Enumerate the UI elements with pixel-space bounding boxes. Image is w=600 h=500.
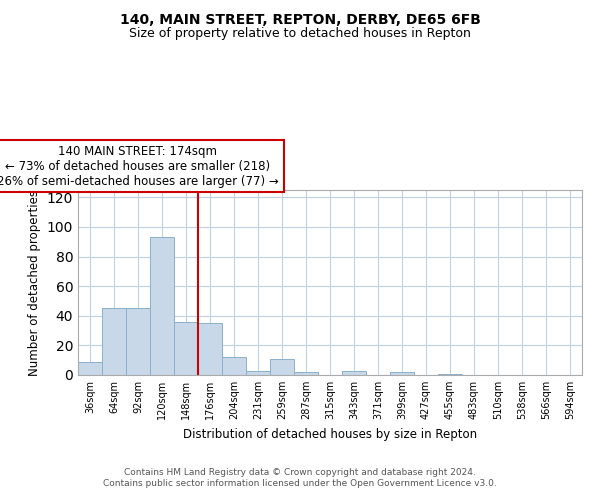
Bar — [270, 358, 294, 375]
Bar — [438, 374, 462, 375]
X-axis label: Distribution of detached houses by size in Repton: Distribution of detached houses by size … — [183, 428, 477, 440]
Bar — [222, 357, 246, 375]
Bar — [294, 372, 318, 375]
Text: 140, MAIN STREET, REPTON, DERBY, DE65 6FB: 140, MAIN STREET, REPTON, DERBY, DE65 6F… — [119, 12, 481, 26]
Bar — [126, 308, 150, 375]
Text: Size of property relative to detached houses in Repton: Size of property relative to detached ho… — [129, 28, 471, 40]
Bar — [342, 370, 366, 375]
Bar — [78, 362, 102, 375]
Bar — [198, 323, 222, 375]
Bar — [390, 372, 414, 375]
Bar — [246, 370, 270, 375]
Text: 140 MAIN STREET: 174sqm
← 73% of detached houses are smaller (218)
26% of semi-d: 140 MAIN STREET: 174sqm ← 73% of detache… — [0, 145, 279, 188]
Text: Contains HM Land Registry data © Crown copyright and database right 2024.
Contai: Contains HM Land Registry data © Crown c… — [103, 468, 497, 487]
Bar — [150, 238, 174, 375]
Y-axis label: Number of detached properties: Number of detached properties — [28, 190, 41, 376]
Bar — [174, 322, 198, 375]
Bar — [102, 308, 126, 375]
